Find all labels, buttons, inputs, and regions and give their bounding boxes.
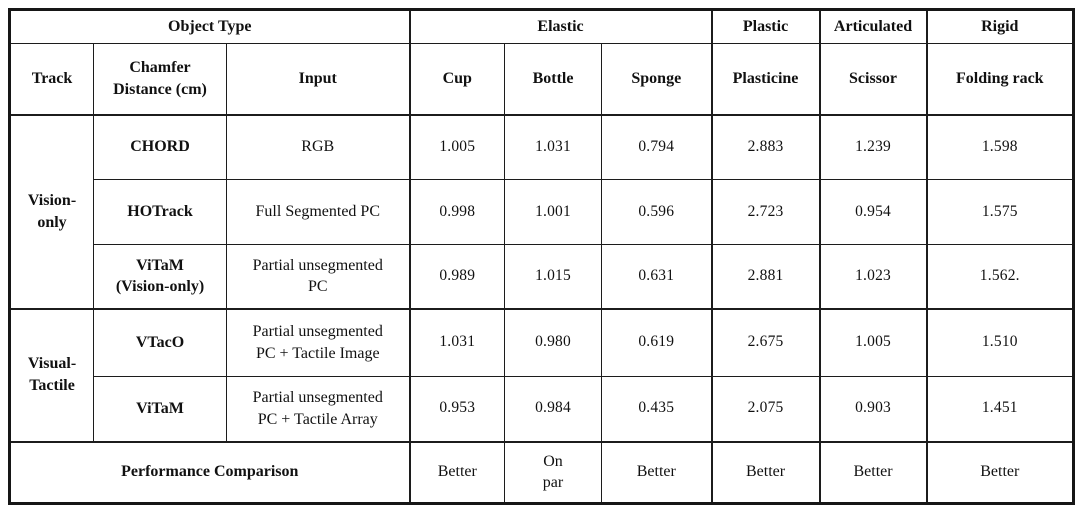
value-cell: 2.075 xyxy=(710,376,821,442)
row-group-visual-tactile: Visual- Tactile xyxy=(9,307,94,442)
performance-cell: On par xyxy=(504,440,603,504)
value-cell: 0.998 xyxy=(408,179,506,245)
value-cell: 1.510 xyxy=(925,307,1075,377)
value-cell: 0.435 xyxy=(601,376,713,442)
table-row-vitam: ViTaM Partial unsegmented PC + Tactile A… xyxy=(10,376,1075,442)
method-cell-vtaco: VTacO xyxy=(93,307,227,377)
col-header-bottle: Bottle xyxy=(504,43,603,115)
col-header-track: Track xyxy=(9,43,94,115)
value-cell: 0.903 xyxy=(818,376,928,442)
value-cell: 1.451 xyxy=(925,376,1075,442)
col-header-sponge: Sponge xyxy=(601,43,713,115)
value-cell: 0.984 xyxy=(504,376,603,442)
header-group-row: Object Type Elastic Plastic Articulated … xyxy=(8,9,1075,44)
value-cell: 1.005 xyxy=(408,113,506,180)
performance-cell: Better xyxy=(601,440,713,504)
input-cell: RGB xyxy=(225,113,411,180)
input-cell: Partial unsegmented PC + Tactile Array xyxy=(225,376,411,442)
value-cell: 1.575 xyxy=(925,179,1075,245)
header-object-type: Object Type xyxy=(8,9,411,44)
header-plastic: Plastic xyxy=(710,9,821,44)
col-header-folding-rack: Folding rack xyxy=(925,43,1075,115)
method-cell-hotrack: HOTrack xyxy=(93,179,227,245)
value-cell: 2.675 xyxy=(710,307,821,377)
table-row-chord: Vision- only CHORD RGB 1.005 1.031 0.794… xyxy=(9,113,1075,309)
header-articulated: Articulated xyxy=(818,9,928,44)
method-cell-vitam-vision-only: ViTaM (Vision-only) xyxy=(93,244,227,309)
row-group-vision-only: Vision- only xyxy=(9,113,94,309)
value-cell: 1.562. xyxy=(925,244,1075,309)
method-cell-vitam: ViTaM xyxy=(93,376,227,442)
table-row-vtaco: Visual- Tactile VTacO Partial unsegmente… xyxy=(9,307,1075,442)
results-table: Object Type Elastic Plastic Articulated … xyxy=(8,8,1076,505)
value-cell: 1.005 xyxy=(818,307,928,377)
input-cell: Partial unsegmented PC + Tactile Image xyxy=(225,307,411,377)
performance-cell: Better xyxy=(710,440,821,504)
col-header-input: Input xyxy=(225,43,411,115)
col-header-plasticine: Plasticine xyxy=(710,43,821,115)
header-elastic: Elastic xyxy=(408,9,713,44)
value-cell: 1.598 xyxy=(925,113,1075,180)
value-cell: 1.239 xyxy=(818,113,928,180)
value-cell: 1.023 xyxy=(818,244,928,309)
value-cell: 0.980 xyxy=(504,307,603,377)
col-header-cup: Cup xyxy=(408,43,506,115)
performance-cell: Better xyxy=(925,440,1075,504)
input-cell: Full Segmented PC xyxy=(225,179,411,245)
value-cell: 0.794 xyxy=(601,113,713,180)
value-cell: 0.596 xyxy=(601,179,713,245)
value-cell: 0.631 xyxy=(601,244,713,309)
method-cell-chord: CHORD xyxy=(93,113,227,180)
value-cell: 2.723 xyxy=(710,179,821,245)
value-cell: 0.953 xyxy=(408,376,506,442)
header-rigid: Rigid xyxy=(925,9,1075,44)
table-row-vitam-vision-only: ViTaM (Vision-only) Partial unsegmented … xyxy=(10,244,1075,309)
value-cell: 1.031 xyxy=(504,113,603,180)
value-cell: 0.619 xyxy=(601,307,713,377)
value-cell: 1.015 xyxy=(504,244,603,309)
performance-cell: Better xyxy=(818,440,928,504)
value-cell: 1.031 xyxy=(408,307,506,377)
table-row-hotrack: HOTrack Full Segmented PC 0.998 1.001 0.… xyxy=(10,179,1075,245)
col-header-chamfer-distance: Chamfer Distance (cm) xyxy=(93,43,227,115)
performance-cell: Better xyxy=(408,440,506,504)
value-cell: 2.883 xyxy=(710,113,821,180)
value-cell: 2.881 xyxy=(710,244,821,309)
value-cell: 0.954 xyxy=(818,179,928,245)
input-cell: Partial unsegmented PC xyxy=(225,244,411,309)
value-cell: 0.989 xyxy=(408,244,506,309)
col-header-scissor: Scissor xyxy=(818,43,928,115)
performance-comparison-label: Performance Comparison xyxy=(8,440,411,504)
performance-comparison-row: Performance Comparison Better On par Bet… xyxy=(8,440,1075,504)
value-cell: 1.001 xyxy=(504,179,603,245)
column-header-row: Track Chamfer Distance (cm) Input Cup Bo… xyxy=(9,43,1075,115)
